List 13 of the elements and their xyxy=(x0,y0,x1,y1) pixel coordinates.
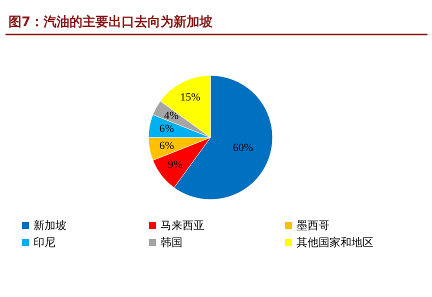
legend-label: 韩国 xyxy=(160,236,182,249)
data-label: 6% xyxy=(159,140,174,152)
data-label: 60% xyxy=(232,142,254,154)
legend-label: 新加坡 xyxy=(34,219,66,232)
legend-label: 其他国家和地区 xyxy=(296,236,374,249)
chart-title: 图7：汽油的主要出口去向为新加坡 xyxy=(8,14,214,30)
data-label: 9% xyxy=(168,158,183,171)
legend-label: 马来西亚 xyxy=(160,219,204,232)
data-label: 15% xyxy=(180,92,200,104)
legend-label: 印尼 xyxy=(34,236,56,249)
data-label: 6% xyxy=(159,123,174,136)
legend-label: 墨西哥 xyxy=(296,219,330,232)
data-label: 4% xyxy=(164,110,179,122)
